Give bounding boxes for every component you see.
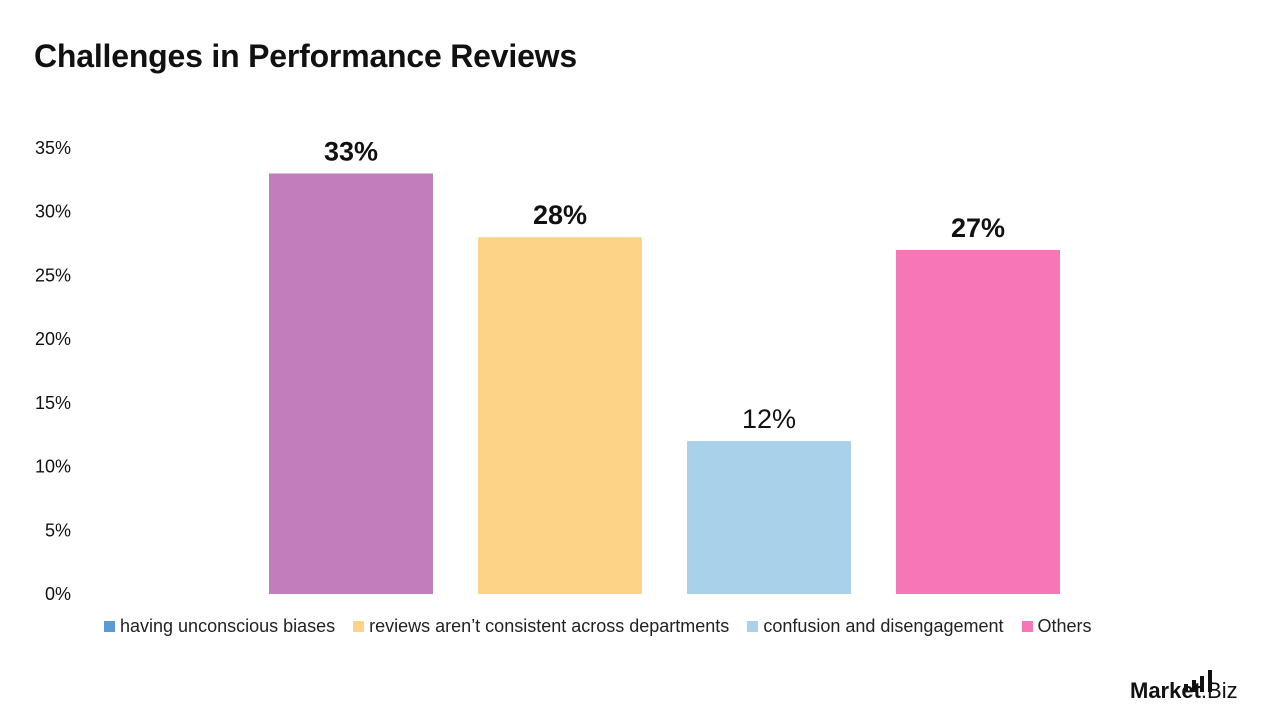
bar	[687, 441, 851, 594]
y-tick-label: 30%	[35, 202, 71, 222]
data-label: 12%	[742, 404, 796, 434]
y-tick-label: 0%	[45, 584, 71, 604]
y-tick-label: 5%	[45, 520, 71, 540]
brand-name-suffix: .Biz	[1200, 678, 1238, 703]
legend-swatch	[104, 621, 115, 632]
bar	[478, 237, 642, 594]
legend-label: having unconscious biases	[120, 616, 336, 636]
legend-label: confusion and disengagement	[763, 616, 1004, 636]
legend-label: Others	[1037, 616, 1092, 636]
legend-item: reviews aren’t consistent across departm…	[353, 616, 729, 637]
legend-label: reviews aren’t consistent across departm…	[369, 616, 730, 636]
data-label: 33%	[324, 136, 378, 166]
brand-logo: Market.Biz	[1130, 664, 1260, 708]
data-label: 27%	[951, 213, 1005, 243]
y-tick-label: 10%	[35, 457, 71, 477]
brand-name-bold: Market	[1130, 678, 1201, 703]
legend-item: Others	[1021, 616, 1092, 637]
brand-wordmark: Market.Biz	[1130, 680, 1238, 702]
y-tick-label: 35%	[35, 138, 71, 158]
data-label: 28%	[533, 200, 587, 230]
legend-swatch	[353, 621, 365, 632]
legend-item: having unconscious biases	[104, 616, 335, 637]
bar	[896, 249, 1060, 594]
chart-legend: having unconscious biases reviews aren’t …	[104, 616, 1092, 637]
chart-title: Challenges in Performance Reviews	[34, 38, 577, 74]
bar	[269, 173, 433, 594]
y-tick-label: 15%	[35, 393, 71, 413]
legend-swatch	[747, 621, 759, 632]
legend-item: confusion and disengagement	[747, 616, 1004, 637]
y-tick-label: 25%	[35, 265, 71, 285]
bar-chart: 0% 5% 10% 15% 20% 25% 30% 35% 33% 28% 12% 27%	[35, 136, 1060, 604]
legend-swatch	[1021, 621, 1033, 632]
brand-bars-icon	[1184, 670, 1212, 692]
y-tick-label: 20%	[35, 329, 71, 349]
